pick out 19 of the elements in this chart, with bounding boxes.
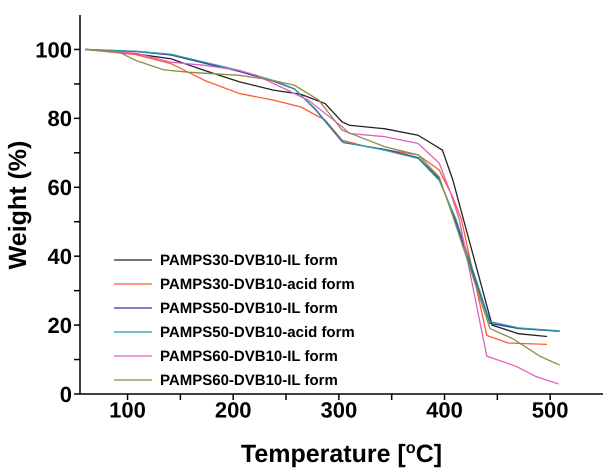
x-tick-label: 300: [320, 398, 358, 423]
y-tick-label: 0: [60, 382, 72, 407]
y-tick-label: 40: [48, 244, 72, 269]
y-tick-label: 20: [48, 312, 72, 338]
y-axis-title: Weight (%): [4, 140, 32, 270]
x-tick-label: 100: [109, 398, 146, 423]
legend-label: PAMPS60-DVB10-IL form: [160, 372, 338, 389]
x-tick-label: 200: [214, 398, 252, 423]
legend-label: PAMPS50-DVB10-acid form: [160, 324, 355, 341]
legend-label: PAMPS30-DVB10-IL form: [160, 252, 338, 269]
legend-label: PAMPS60-DVB10-IL form: [160, 348, 338, 365]
y-tick-label: 80: [48, 106, 72, 132]
legend-label: PAMPS30-DVB10-acid form: [160, 276, 355, 293]
legend-label: PAMPS50-DVB10-IL form: [160, 300, 338, 317]
y-tick-label: 60: [48, 175, 72, 200]
y-tick-label: 100: [35, 37, 72, 62]
x-tick-label: 400: [426, 398, 463, 423]
x-axis-title: Temperature [$^{o}$C]: [240, 439, 442, 468]
x-tick-label: 500: [532, 398, 569, 423]
